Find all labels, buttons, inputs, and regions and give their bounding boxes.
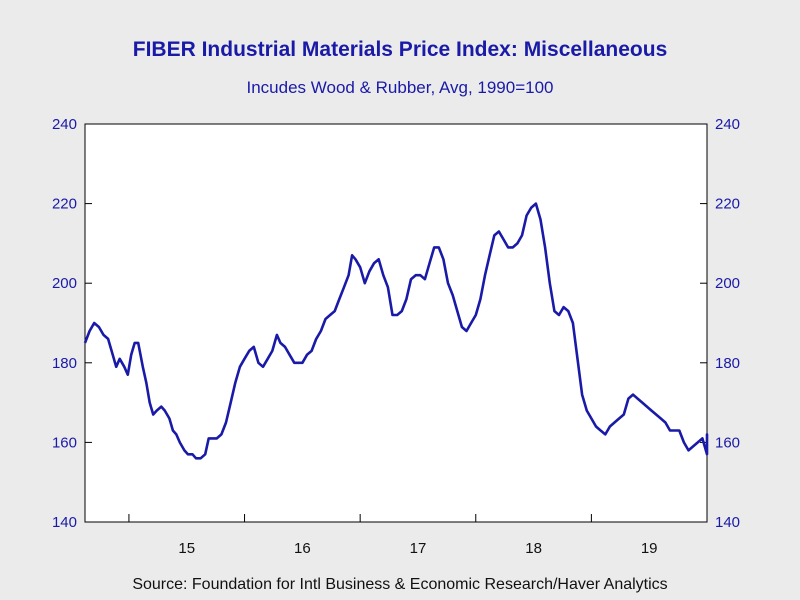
y-tick-label-right: 200 [715, 275, 740, 292]
y-tick-label-left: 240 [52, 116, 77, 133]
x-tick-label: 19 [641, 540, 658, 557]
x-tick-label: 16 [294, 540, 311, 557]
source-note: Source: Foundation for Intl Business & E… [132, 576, 668, 593]
chart-title: FIBER Industrial Materials Price Index: … [132, 38, 668, 61]
axis-labels: 140 140 160 160 180 180 200 200 220 220 240 240 15 16… [52, 116, 740, 557]
y-tick-label-right: 220 [715, 196, 740, 213]
chart-subtitle: Incudes Wood & Rubber, Avg, 1990=100 [246, 78, 554, 97]
y-tick-label-right: 140 [715, 514, 740, 531]
y-tick-label-left: 220 [52, 196, 77, 213]
y-tick-label-left: 200 [52, 275, 77, 292]
y-tick-label-right: 180 [715, 355, 740, 372]
x-tick-label: 17 [410, 540, 427, 557]
y-tick-label-left: 160 [52, 434, 77, 451]
y-tick-label-right: 160 [715, 434, 740, 451]
x-tick-label: 18 [525, 540, 542, 557]
y-tick-label-left: 180 [52, 355, 77, 372]
series-line [83, 202, 709, 460]
y-tick-label-right: 240 [715, 116, 740, 133]
x-tick-label: 15 [178, 540, 195, 557]
y-tick-label-left: 140 [52, 514, 77, 531]
axis-ticks [85, 123, 708, 523]
plot-area [84, 123, 708, 523]
